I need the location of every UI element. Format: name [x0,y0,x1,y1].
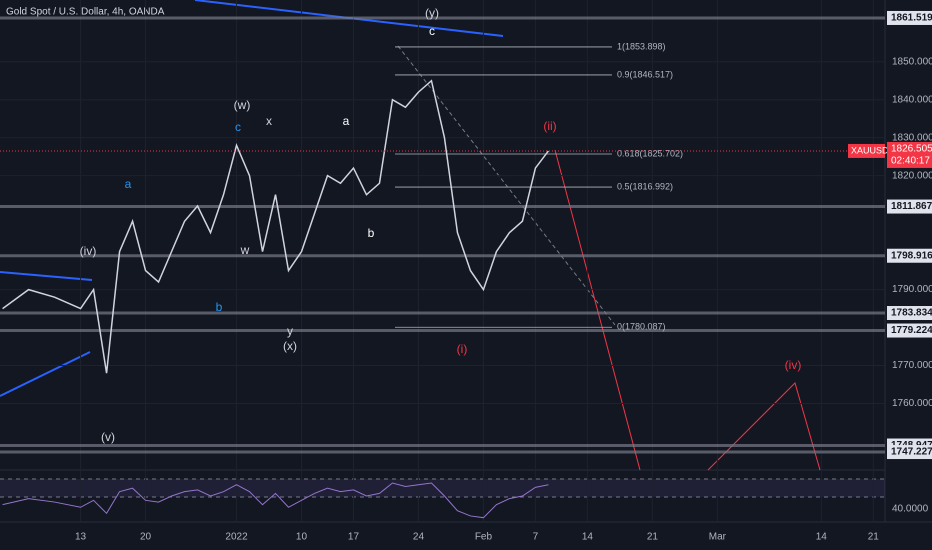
fib-label: 1(1853.898) [617,41,666,51]
price-level-label: 1747.227 [891,447,932,458]
wave-label: (iv) [785,358,802,372]
fib-label: 0.5(1816.992) [617,181,673,191]
fib-label: 0.9(1846.517) [617,69,673,79]
price-level-box [887,445,932,460]
wave-label: a [125,177,132,191]
last-price-label: 1826.505 [891,144,932,155]
price-level-box [887,323,932,338]
x-tick-label: 24 [413,532,425,543]
wave-label: x [266,114,272,128]
x-tick-label: 10 [296,532,308,543]
countdown: 02:40:17 [891,156,930,167]
x-tick-label: 21 [868,532,880,543]
y-tick-label: 1830.000 [892,132,932,143]
x-tick-label: 17 [348,532,360,543]
x-tick-label: 7 [533,532,539,543]
trendline [0,271,93,281]
wave-label: (ii) [543,119,556,133]
fib-label: 0.618(1825.702) [617,148,683,158]
price-level-label: 1783.834 [891,308,932,319]
price-level-label: 1811.867 [891,201,932,212]
y-tick-label: 1840.000 [892,94,932,105]
price-line [2,79,550,374]
x-tick-label: 13 [75,532,87,543]
trendline [0,351,91,397]
y-tick-label: 1790.000 [892,284,932,295]
wave-label: b [216,300,223,314]
x-tick-label: 14 [816,532,828,543]
price-level-label: 1798.916 [891,250,932,261]
x-tick-label: 14 [582,532,594,543]
projection [707,382,821,471]
wave-label: (i) [457,342,468,356]
rsi-tick-label: 40.0000 [892,504,929,515]
price-level-label: 1779.224 [891,325,932,336]
wave-label: (iv) [80,244,97,258]
wave-label: (w) [234,98,251,112]
wave-label: a [343,114,350,128]
last-price-box [887,141,932,168]
y-tick-label: 1760.000 [892,398,932,409]
price-level-box [887,306,932,321]
price-level-box [887,248,932,263]
price-level-box [887,10,932,25]
symbol-label: XAUUSD [851,145,889,155]
wave-label: c [429,24,435,38]
wave-label: b [368,226,375,240]
wave-label: w [240,243,250,257]
price-level-label: 1861.519 [891,13,932,24]
x-tick-label: 2022 [225,532,248,543]
fib-label: 0(1780.087) [617,322,666,332]
wave-label: (v) [101,430,115,444]
wave-label: (x) [283,339,297,353]
price-level-box [887,199,932,214]
symbol-box [848,143,885,158]
wave-label: y [287,324,293,338]
y-tick-label: 1820.000 [892,170,932,181]
projection [554,149,641,471]
x-tick-label: Feb [475,532,493,543]
x-tick-label: Mar [709,532,727,543]
rsi-line [2,482,549,519]
x-tick-label: 21 [647,532,659,543]
wave-label: (y) [425,6,439,20]
x-tick-label: 20 [140,532,152,543]
y-tick-label: 1850.000 [892,56,932,67]
y-tick-label: 1770.000 [892,360,932,371]
chart-title: Gold Spot / U.S. Dollar, 4h, OANDA [6,7,165,18]
wave-label: c [235,120,241,134]
